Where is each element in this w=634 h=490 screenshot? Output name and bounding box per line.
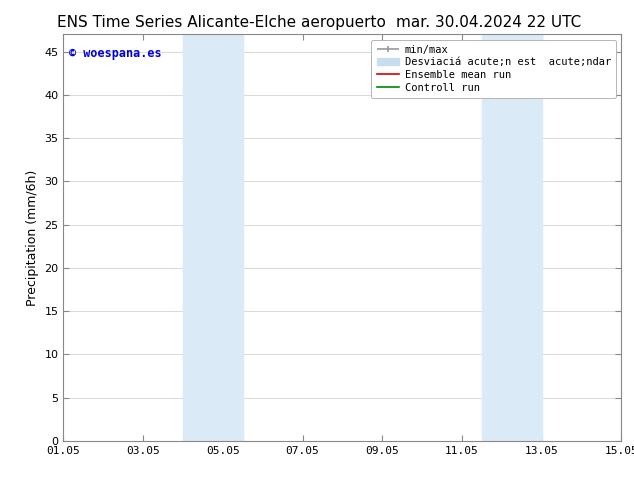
Bar — [482, 34, 541, 441]
Text: ENS Time Series Alicante-Elche aeropuerto: ENS Time Series Alicante-Elche aeropuert… — [58, 15, 386, 30]
Y-axis label: Precipitation (mm/6h): Precipitation (mm/6h) — [26, 170, 39, 306]
Text: © woespana.es: © woespana.es — [69, 47, 162, 59]
Legend: min/max, Desviaciá acute;n est  acute;ndar, Ensemble mean run, Controll run: min/max, Desviaciá acute;n est acute;nda… — [372, 40, 616, 98]
Text: mar. 30.04.2024 22 UTC: mar. 30.04.2024 22 UTC — [396, 15, 581, 30]
Bar — [183, 34, 243, 441]
